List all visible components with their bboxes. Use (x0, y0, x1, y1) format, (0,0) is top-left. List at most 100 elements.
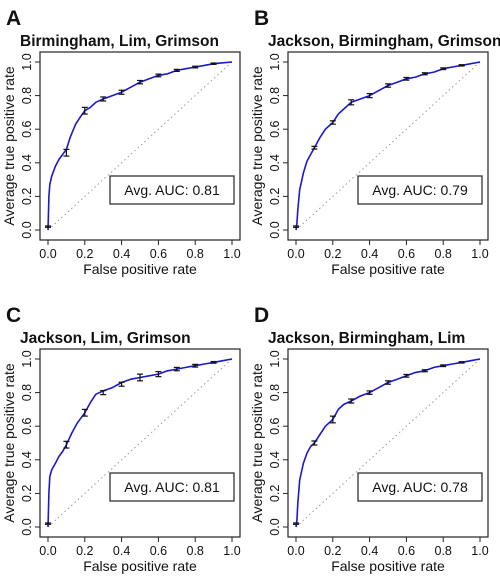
error-bar (366, 390, 373, 395)
panel-title: Jackson, Lim, Grimson (20, 330, 191, 347)
y-tick-label: 0.6 (268, 120, 282, 137)
chart-panel-B: B Jackson, Birmingham, Grimson 0.0 0.2 0.4 0.… (249, 7, 500, 277)
error-bar (440, 67, 447, 71)
y-tick-label: 0.8 (268, 87, 282, 104)
y-tick-label: 1.0 (268, 350, 282, 367)
x-tick-label: 1.0 (223, 544, 240, 558)
error-bar (458, 64, 465, 67)
error-bar (348, 99, 355, 106)
plot-frame (39, 348, 241, 538)
x-tick-label: 0.0 (39, 544, 56, 558)
roc-curve (295, 358, 481, 528)
y-tick-label: 0.0 (20, 518, 34, 535)
x-tick-label: 0.8 (187, 544, 204, 558)
y-tick-label: 0.6 (20, 417, 34, 434)
y-tick-label: 0.6 (268, 417, 282, 434)
error-bar (118, 89, 125, 95)
error-bar (440, 364, 447, 368)
y-tick-label: 1.0 (268, 53, 282, 70)
x-axis-label: False positive rate (331, 558, 445, 574)
error-bar (155, 73, 162, 78)
panel-title: Jackson, Birmingham, Grimson (268, 33, 500, 50)
chart-panel-D: D Jackson, Birmingham, Lim 0.0 0.2 0.4 0.6 0.8… (249, 304, 489, 574)
diagonal-reference-line (47, 61, 233, 231)
y-axis-label: Average true positive rate (1, 66, 17, 225)
y-tick-label: 0.2 (20, 485, 34, 502)
x-tick-label: 0.0 (287, 544, 304, 558)
y-tick-label: 0.8 (268, 384, 282, 401)
y-tick-label: 0.6 (20, 120, 34, 137)
y-tick-label: 0.0 (20, 221, 34, 238)
diagonal-reference-line (295, 61, 481, 231)
y-tick-label: 0.4 (268, 451, 282, 468)
panel-label: C (6, 304, 21, 327)
error-bar (155, 370, 162, 378)
error-bar (385, 83, 391, 88)
y-tick-label: 0.2 (268, 188, 282, 205)
x-tick-label: 0.2 (324, 247, 341, 261)
auc-annotation: Avg. AUC: 0.79 (372, 182, 468, 198)
x-tick-label: 0.2 (76, 247, 93, 261)
error-bar (329, 120, 336, 125)
error-bar (293, 522, 299, 525)
error-bar (403, 76, 410, 81)
y-tick-label: 1.0 (20, 53, 34, 70)
panel-label: B (254, 7, 269, 30)
x-tick-label: 0.0 (287, 247, 304, 261)
y-axis-label: Average true positive rate (249, 66, 265, 225)
y-tick-label: 0.8 (20, 384, 34, 401)
y-tick-label: 0.4 (20, 451, 34, 468)
error-bar (137, 79, 143, 85)
error-bar (63, 440, 70, 449)
error-bar (45, 225, 51, 228)
error-bar (118, 381, 125, 387)
x-axis-label: False positive rate (83, 261, 197, 277)
y-tick-label: 0.4 (20, 154, 34, 171)
error-bar (45, 522, 51, 525)
panel-title: Birmingham, Lim, Grimson (20, 33, 219, 50)
auc-annotation: Avg. AUC: 0.81 (124, 479, 220, 495)
x-tick-label: 0.2 (324, 544, 341, 558)
x-tick-label: 1.0 (471, 544, 488, 558)
error-bar (311, 440, 318, 446)
auc-box (357, 472, 483, 502)
plot-frame (287, 51, 489, 241)
error-bar (421, 369, 428, 373)
x-tick-label: 0.4 (113, 247, 130, 261)
plot-frame (39, 51, 241, 241)
y-tick-label: 0.0 (268, 221, 282, 238)
error-bar (137, 373, 143, 382)
x-tick-label: 1.0 (223, 247, 240, 261)
panel-title: Jackson, Birmingham, Lim (268, 330, 465, 347)
x-tick-label: 0.2 (76, 544, 93, 558)
x-tick-label: 0.6 (150, 544, 167, 558)
x-tick-label: 0.8 (435, 247, 452, 261)
x-axis-label: False positive rate (331, 261, 445, 277)
x-tick-label: 0.6 (398, 544, 415, 558)
chart-panel-C: C Jackson, Lim, Grimson 0.0 0.2 0.4 0.6 0.8 1.0… (1, 304, 241, 574)
x-tick-label: 0.0 (39, 247, 56, 261)
error-bar (421, 72, 428, 76)
error-bar (81, 408, 88, 417)
x-tick-label: 1.0 (471, 247, 488, 261)
error-bar (100, 389, 107, 396)
error-bar (385, 380, 391, 385)
x-axis-label: False positive rate (83, 558, 197, 574)
chart-panel-A: A Birmingham, Lim, Grimson 0.0 0.2 0.4 0.6 0.8… (1, 7, 241, 277)
diagonal-reference-line (47, 358, 233, 528)
roc-curve (47, 358, 233, 528)
error-bar (100, 96, 107, 102)
error-bar (173, 68, 180, 73)
error-bar (63, 148, 70, 157)
error-bar (192, 363, 199, 368)
roc-curve (295, 61, 481, 231)
error-bar (311, 145, 318, 150)
error-bar (458, 361, 465, 364)
y-axis-label: Average true positive rate (1, 363, 17, 522)
x-tick-label: 0.4 (361, 247, 378, 261)
error-bar (329, 415, 336, 424)
error-bar (81, 106, 88, 115)
error-bar (192, 65, 199, 69)
y-tick-label: 0.2 (20, 188, 34, 205)
